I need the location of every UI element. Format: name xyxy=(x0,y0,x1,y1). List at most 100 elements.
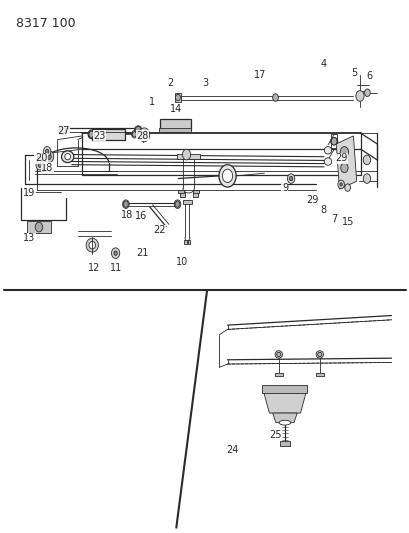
Circle shape xyxy=(35,222,43,232)
Bar xyxy=(177,154,200,159)
Circle shape xyxy=(45,149,49,154)
Circle shape xyxy=(175,94,180,101)
Text: 2: 2 xyxy=(166,78,173,87)
Circle shape xyxy=(340,163,347,173)
Circle shape xyxy=(111,248,119,259)
Circle shape xyxy=(89,131,94,138)
Bar xyxy=(92,129,125,140)
Text: 6: 6 xyxy=(365,71,371,80)
Ellipse shape xyxy=(315,351,323,358)
Ellipse shape xyxy=(330,138,337,145)
Bar xyxy=(184,240,186,244)
Polygon shape xyxy=(272,413,297,423)
Ellipse shape xyxy=(61,151,74,163)
Bar xyxy=(179,192,184,197)
Bar xyxy=(187,240,190,244)
Text: 22: 22 xyxy=(153,225,165,235)
Text: 16: 16 xyxy=(135,211,147,221)
Bar xyxy=(192,192,197,197)
Circle shape xyxy=(38,163,41,167)
Text: 18: 18 xyxy=(121,210,133,220)
Text: 18: 18 xyxy=(41,163,53,173)
Bar xyxy=(178,190,184,193)
Bar xyxy=(192,190,199,193)
Ellipse shape xyxy=(88,130,94,139)
Ellipse shape xyxy=(89,241,95,249)
Circle shape xyxy=(344,184,350,191)
Circle shape xyxy=(362,155,370,165)
Text: 7: 7 xyxy=(330,214,337,223)
Ellipse shape xyxy=(59,126,66,134)
Text: 5: 5 xyxy=(351,68,357,78)
Bar xyxy=(262,385,307,393)
Ellipse shape xyxy=(174,200,180,208)
Text: 1: 1 xyxy=(148,98,154,107)
Text: 8: 8 xyxy=(320,205,326,215)
Text: 24: 24 xyxy=(226,446,238,455)
Circle shape xyxy=(38,154,46,163)
Circle shape xyxy=(45,151,54,163)
Bar xyxy=(27,221,51,233)
Text: 29: 29 xyxy=(335,154,347,163)
Circle shape xyxy=(182,149,190,160)
Ellipse shape xyxy=(324,147,331,154)
Text: 19: 19 xyxy=(23,188,36,198)
Text: 10: 10 xyxy=(176,257,188,267)
Text: 9: 9 xyxy=(281,183,287,192)
Ellipse shape xyxy=(276,352,280,357)
Circle shape xyxy=(339,147,348,157)
Circle shape xyxy=(123,201,128,207)
Bar xyxy=(315,373,323,376)
Ellipse shape xyxy=(222,169,232,182)
Circle shape xyxy=(364,89,369,96)
Bar xyxy=(175,93,181,102)
Text: 17: 17 xyxy=(254,70,266,79)
Ellipse shape xyxy=(65,154,70,160)
Text: 13: 13 xyxy=(23,233,36,243)
Circle shape xyxy=(47,154,51,159)
Ellipse shape xyxy=(122,200,129,208)
Bar xyxy=(159,128,191,132)
Text: 27: 27 xyxy=(57,126,70,135)
Circle shape xyxy=(39,158,46,168)
Text: 12: 12 xyxy=(88,263,100,272)
Ellipse shape xyxy=(324,158,331,165)
Text: 21: 21 xyxy=(136,248,148,258)
Text: 4: 4 xyxy=(320,59,326,69)
Ellipse shape xyxy=(317,352,321,357)
Circle shape xyxy=(289,176,292,181)
Polygon shape xyxy=(335,136,356,189)
Text: 29: 29 xyxy=(306,195,318,205)
Circle shape xyxy=(175,201,180,207)
Circle shape xyxy=(114,251,117,255)
Circle shape xyxy=(272,94,278,101)
Circle shape xyxy=(60,126,65,134)
Ellipse shape xyxy=(134,126,142,134)
Circle shape xyxy=(337,180,344,189)
Circle shape xyxy=(40,156,44,160)
Bar xyxy=(160,119,190,130)
Circle shape xyxy=(142,132,146,138)
Bar xyxy=(182,200,191,204)
Text: 11: 11 xyxy=(110,263,122,272)
Circle shape xyxy=(339,183,342,186)
Bar xyxy=(279,441,289,446)
Ellipse shape xyxy=(86,238,98,252)
Text: 14: 14 xyxy=(170,104,182,114)
Circle shape xyxy=(362,174,370,183)
Bar xyxy=(274,373,282,376)
Circle shape xyxy=(135,126,141,134)
Circle shape xyxy=(36,160,43,170)
Polygon shape xyxy=(263,392,306,413)
Circle shape xyxy=(330,138,336,145)
Ellipse shape xyxy=(131,131,137,138)
Ellipse shape xyxy=(274,351,282,358)
Text: 8317 100: 8317 100 xyxy=(16,17,76,30)
Circle shape xyxy=(139,128,149,142)
Ellipse shape xyxy=(279,420,290,425)
Circle shape xyxy=(132,132,136,137)
Text: 3: 3 xyxy=(202,78,207,87)
Text: 25: 25 xyxy=(269,431,281,440)
Text: 15: 15 xyxy=(341,217,353,227)
Circle shape xyxy=(355,91,363,101)
